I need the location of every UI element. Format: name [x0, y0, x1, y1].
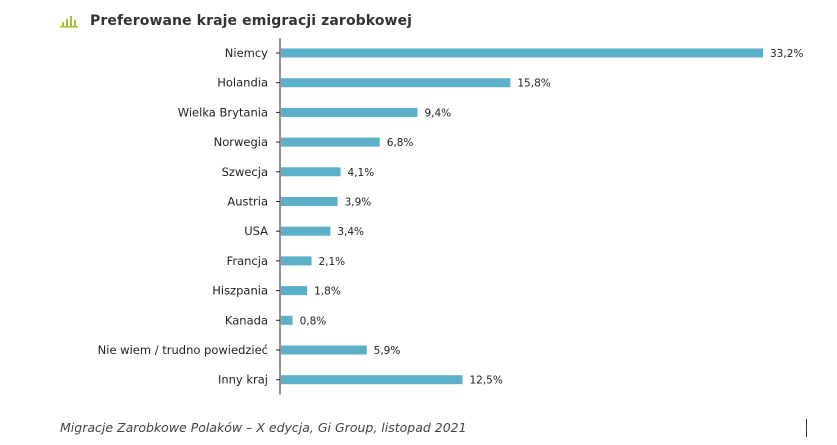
bar-chart: Niemcy 33,2% Holandia 15,8% Wielka Brytania 9…	[98, 38, 803, 395]
bar	[281, 137, 380, 147]
category-label: Niemcy	[225, 46, 268, 60]
data-label: 4,1%	[348, 167, 375, 179]
data-label: 0,8%	[300, 315, 327, 327]
bar	[281, 345, 367, 355]
data-label: 15,8%	[517, 78, 550, 90]
data-label: 1,8%	[314, 286, 341, 298]
bar	[281, 78, 511, 88]
bar-chart-icon	[60, 16, 78, 28]
chart-title: Preferowane kraje emigracji zarobkowej	[90, 13, 413, 29]
data-label: 5,9%	[374, 345, 401, 357]
bar	[281, 226, 331, 236]
bar	[281, 286, 308, 296]
category-label: Austria	[227, 195, 268, 209]
bar	[281, 167, 341, 177]
category-label: Nie wiem / trudno powiedzieć	[98, 343, 268, 357]
category-label: Wielka Brytania	[178, 105, 268, 119]
source-footnote: Migracje Zarobkowe Polaków – X edycja, G…	[60, 420, 467, 435]
category-label: Szwecja	[222, 165, 268, 179]
data-label: 33,2%	[770, 48, 803, 60]
category-label: USA	[244, 224, 268, 238]
bar	[281, 197, 338, 206]
bar	[281, 256, 312, 266]
bar	[281, 107, 418, 117]
category-label: Kanada	[225, 313, 268, 327]
bar	[281, 375, 463, 385]
data-label: 9,4%	[424, 107, 451, 119]
category-label: Hiszpania	[212, 284, 268, 298]
data-label: 6,8%	[387, 137, 414, 149]
page-edge-marker	[806, 419, 807, 437]
bar	[281, 315, 293, 325]
data-label: 12,5%	[469, 375, 502, 387]
data-label: 3,9%	[345, 197, 372, 209]
chart-title-row: Preferowane kraje emigracji zarobkowej	[60, 10, 412, 32]
data-label: 3,4%	[337, 226, 364, 238]
category-label: Norwegia	[214, 135, 268, 149]
category-label: Francja	[227, 254, 268, 268]
category-label: Inny kraj	[218, 373, 268, 387]
bar	[281, 48, 763, 58]
category-label: Holandia	[217, 76, 268, 90]
data-label: 2,1%	[318, 256, 345, 268]
